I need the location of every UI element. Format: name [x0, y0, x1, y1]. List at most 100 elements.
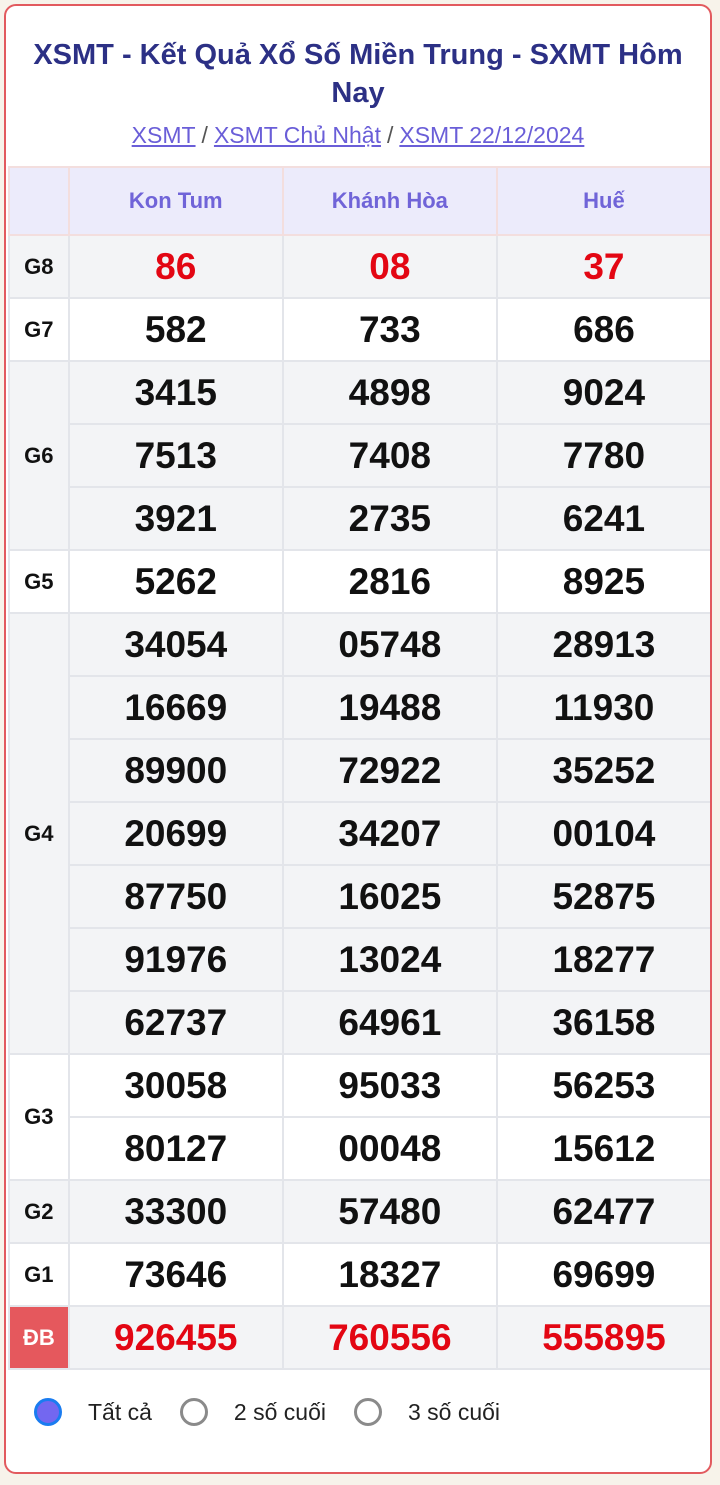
prize-row-G1: G1 73646 18327 69699	[8, 1242, 710, 1307]
prize-number: 30058	[67, 1053, 284, 1118]
prize-number: 36158	[495, 990, 710, 1055]
province-header: Huế	[495, 166, 710, 236]
prize-number: 34207	[281, 801, 498, 866]
prize-number: 62477	[495, 1179, 710, 1244]
prize-number: 19488	[281, 675, 498, 740]
prize-number: 62737	[67, 990, 284, 1055]
breadcrumb-xsmt-sunday[interactable]: XSMT Chủ Nhật	[213, 122, 381, 148]
page-title: XSMT - Kết Quả Xổ Số Miền Trung - SXMT H…	[33, 39, 683, 109]
prize-number: 52875	[495, 864, 710, 929]
prize-number: 18327	[281, 1242, 498, 1307]
prize-number: 91976	[67, 927, 284, 992]
prize-number: 733	[281, 297, 498, 362]
prize-number: 18277	[495, 927, 710, 992]
breadcrumb: XSMT / XSMT Chủ Nhật / XSMT 22/12/2024	[6, 122, 710, 149]
prize-label: G4	[8, 612, 70, 1055]
prize-number: 28913	[495, 612, 710, 677]
prize-number: 7408	[281, 423, 498, 488]
prize-number: 89900	[67, 738, 284, 803]
prize-number: 5262	[67, 549, 284, 614]
prize-number: 56253	[495, 1053, 710, 1118]
filter-last-3[interactable]: 3 số cuối	[353, 1398, 501, 1426]
prize-row-G4: G4 34054 05748 28913	[8, 612, 710, 1055]
prize-number: 16025	[281, 864, 498, 929]
filter-label: Tất cả	[88, 1398, 152, 1425]
prize-number: 57480	[281, 1179, 498, 1244]
prize-number: 13024	[281, 927, 498, 992]
prize-number: 33300	[67, 1179, 284, 1244]
prize-number: 64961	[281, 990, 498, 1055]
radio-selected-icon[interactable]	[34, 1398, 62, 1426]
header-empty	[8, 166, 70, 236]
prize-row-G4: 91976 13024 18277	[9, 927, 710, 992]
prize-number: 87750	[67, 864, 284, 929]
prize-row-G4: 87750 16025 52875	[9, 864, 710, 929]
prize-number: 73646	[67, 1242, 284, 1307]
prize-label: G6	[8, 360, 70, 551]
prize-number: 00104	[495, 801, 710, 866]
breadcrumb-xsmt-date[interactable]: XSMT 22/12/2024	[399, 122, 585, 148]
prize-row-G2: G2 33300 57480 62477	[8, 1179, 710, 1244]
radio-unselected-icon[interactable]	[179, 1398, 208, 1426]
prize-row-G7: G7 582 733 686	[8, 297, 710, 362]
prize-row-G6: 3921 2735 6241	[9, 486, 710, 551]
prize-number: 69699	[495, 1242, 710, 1307]
prize-number: 555895	[495, 1305, 710, 1370]
filter-last-2[interactable]: 2 số cuối	[179, 1398, 326, 1426]
province-header-row: Kon Tum Khánh Hòa Huế	[8, 166, 710, 236]
prize-number: 7780	[495, 423, 710, 488]
prize-row-G3: 80127 00048 15612	[9, 1116, 710, 1181]
prize-label: ĐB	[8, 1305, 70, 1370]
prize-label: G2	[8, 1179, 70, 1244]
prize-row-G4: 89900 72922 35252	[9, 738, 710, 803]
prize-number: 35252	[495, 738, 710, 803]
prize-label: G3	[8, 1053, 70, 1181]
prize-number: 926455	[67, 1305, 284, 1370]
prize-number: 08	[281, 234, 498, 299]
prize-number: 34054	[67, 612, 284, 677]
prize-number: 3921	[67, 486, 284, 551]
prize-number: 3415	[67, 360, 284, 425]
breadcrumb-separator: /	[386, 122, 394, 148]
prize-number: 760556	[281, 1305, 498, 1370]
prize-number: 686	[495, 297, 710, 362]
prize-row-G4: 62737 64961 36158	[9, 990, 710, 1055]
province-header: Kon Tum	[67, 166, 284, 236]
prize-number: 37	[495, 234, 710, 299]
province-header: Khánh Hòa	[281, 166, 498, 236]
prize-number: 8925	[495, 549, 710, 614]
prize-number: 05748	[281, 612, 498, 677]
prize-number: 20699	[67, 801, 284, 866]
prize-row-G3: G3 30058 95033 56253	[8, 1053, 710, 1181]
digit-filter: Tất cả 2 số cuối 3 số cuối	[6, 1398, 500, 1426]
prize-row-G4: 16669 19488 11930	[9, 675, 710, 740]
prize-number: 72922	[281, 738, 498, 803]
breadcrumb-xsmt[interactable]: XSMT	[131, 122, 196, 148]
filter-all[interactable]: Tất cả	[34, 1398, 152, 1426]
prize-label: G8	[8, 234, 70, 299]
prize-label: G1	[8, 1242, 70, 1307]
filter-label: 3 số cuối	[407, 1398, 501, 1425]
radio-unselected-icon[interactable]	[353, 1398, 382, 1426]
prize-row-G6: 7513 7408 7780	[9, 423, 710, 488]
prize-number: 15612	[495, 1116, 710, 1181]
prize-number: 2735	[281, 486, 498, 551]
prize-number: 9024	[495, 360, 710, 425]
prize-number: 95033	[281, 1053, 498, 1118]
prize-label: G7	[8, 297, 70, 362]
prize-number: 11930	[495, 675, 710, 740]
prize-number: 2816	[281, 549, 498, 614]
prize-number: 86	[67, 234, 284, 299]
prize-row-G6: G6 3415 4898 9024	[8, 360, 710, 551]
results-card: XSMT - Kết Quả Xổ Số Miền Trung - SXMT H…	[4, 4, 712, 1474]
prize-row-G5: G5 5262 2816 8925	[8, 549, 710, 614]
prize-number: 582	[67, 297, 284, 362]
prize-number: 80127	[67, 1116, 284, 1181]
prize-number: 7513	[67, 423, 284, 488]
results-table: Kon Tum Khánh Hòa Huế G8 86 08 37 G7 582 733 68…	[8, 166, 710, 1370]
prize-number: 4898	[281, 360, 498, 425]
prize-label: G5	[8, 549, 70, 614]
filter-label: 2 số cuối	[233, 1398, 326, 1425]
prize-row-G8: G8 86 08 37	[8, 234, 710, 299]
prize-number: 16669	[67, 675, 284, 740]
